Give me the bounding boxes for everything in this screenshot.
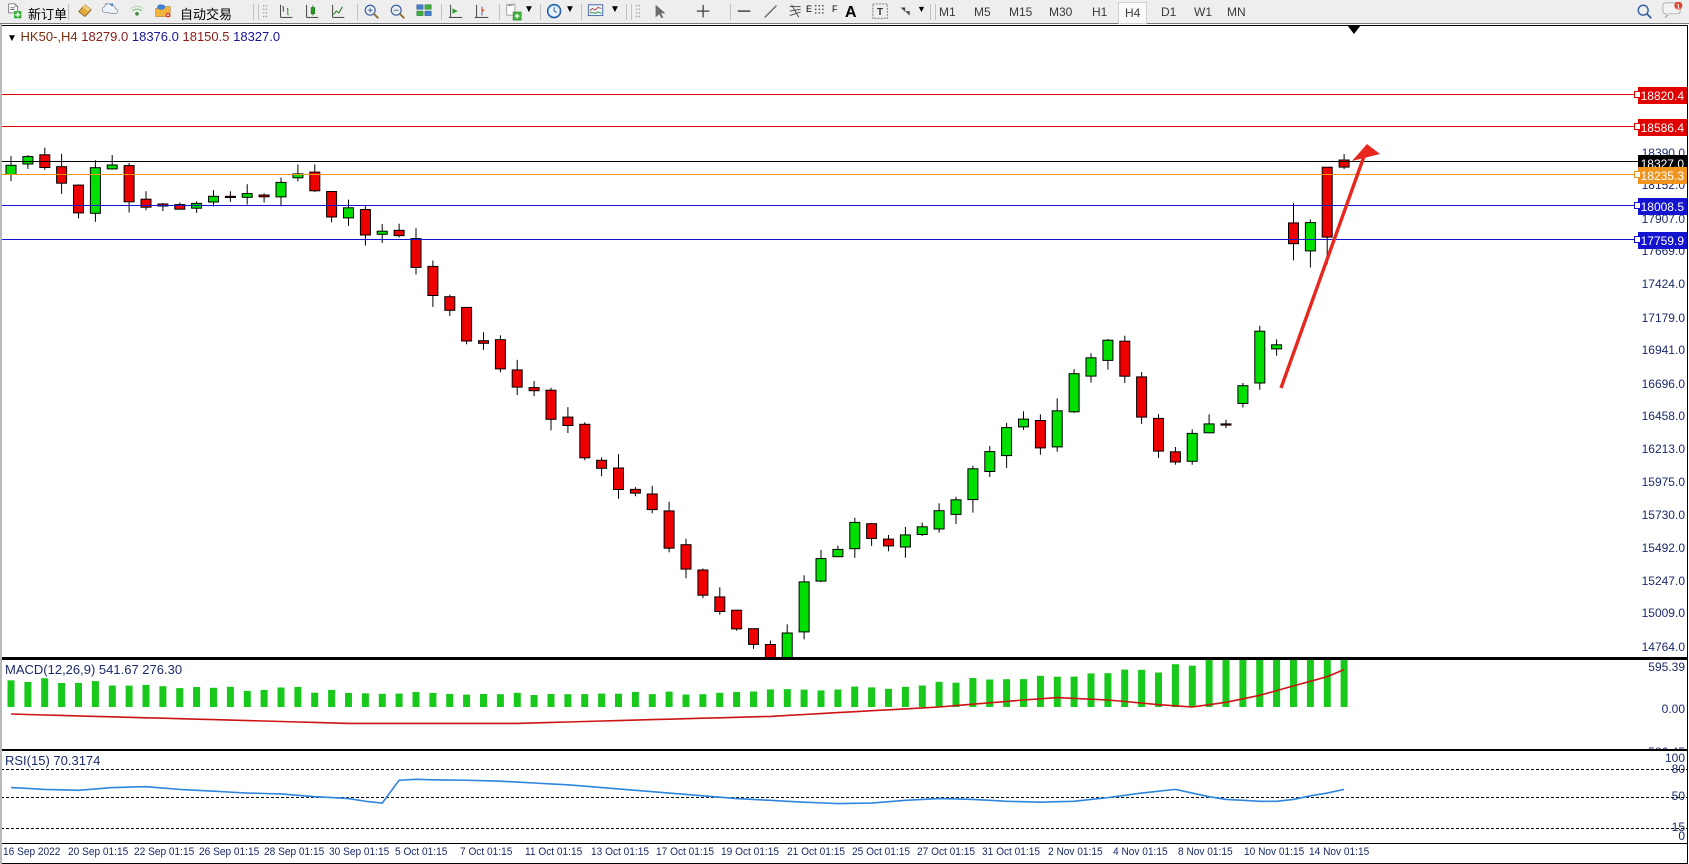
svg-text:T: T: [877, 7, 883, 18]
svg-text:1: 1: [1677, 3, 1681, 10]
